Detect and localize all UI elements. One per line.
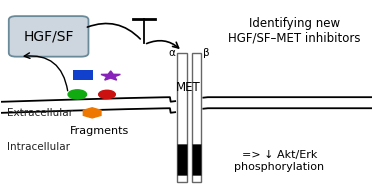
Bar [73, 70, 93, 80]
Text: α: α [168, 47, 175, 58]
Polygon shape [83, 108, 101, 118]
Text: Identifying new
HGF/SF–MET inhibitors: Identifying new HGF/SF–MET inhibitors [228, 17, 360, 45]
Bar [192, 53, 201, 182]
Bar [177, 144, 187, 174]
Bar [177, 53, 187, 182]
Polygon shape [101, 71, 120, 80]
Text: Intracellular: Intracellular [7, 142, 70, 152]
Circle shape [99, 90, 115, 99]
FancyBboxPatch shape [9, 16, 88, 57]
Bar [192, 144, 201, 174]
Text: => ↓ Akt/Erk
phosphorylation: => ↓ Akt/Erk phosphorylation [234, 150, 324, 171]
Circle shape [68, 90, 87, 99]
Text: Extracellular: Extracellular [7, 108, 73, 118]
Text: MET: MET [176, 81, 201, 94]
Text: β: β [203, 47, 210, 58]
Text: Fragments: Fragments [70, 126, 129, 136]
Text: HGF/SF: HGF/SF [23, 29, 74, 43]
